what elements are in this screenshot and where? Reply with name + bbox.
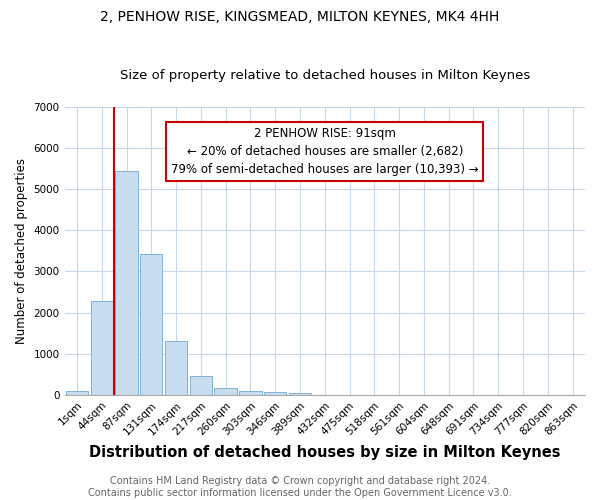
Bar <box>91 301 113 395</box>
X-axis label: Distribution of detached houses by size in Milton Keynes: Distribution of detached houses by size … <box>89 445 560 460</box>
Bar <box>190 376 212 395</box>
Bar <box>140 254 163 395</box>
Text: Contains HM Land Registry data © Crown copyright and database right 2024.
Contai: Contains HM Land Registry data © Crown c… <box>88 476 512 498</box>
Bar <box>264 392 286 395</box>
Bar <box>239 391 262 395</box>
Title: Size of property relative to detached houses in Milton Keynes: Size of property relative to detached ho… <box>119 69 530 82</box>
Bar <box>165 340 187 395</box>
Bar <box>214 388 237 395</box>
Text: 2, PENHOW RISE, KINGSMEAD, MILTON KEYNES, MK4 4HH: 2, PENHOW RISE, KINGSMEAD, MILTON KEYNES… <box>100 10 500 24</box>
Y-axis label: Number of detached properties: Number of detached properties <box>15 158 28 344</box>
Text: 2 PENHOW RISE: 91sqm
← 20% of detached houses are smaller (2,682)
79% of semi-de: 2 PENHOW RISE: 91sqm ← 20% of detached h… <box>171 127 479 176</box>
Bar <box>66 391 88 395</box>
Bar <box>115 170 137 395</box>
Bar <box>289 393 311 395</box>
